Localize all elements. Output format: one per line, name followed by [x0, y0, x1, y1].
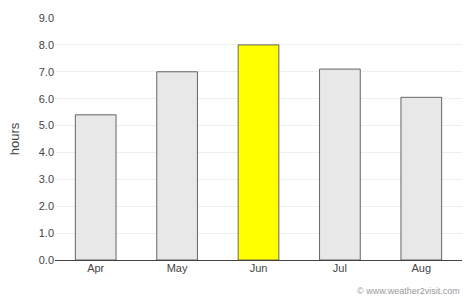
svg-text:May: May: [167, 262, 188, 274]
svg-text:1.0: 1.0: [39, 227, 54, 239]
svg-text:Apr: Apr: [87, 262, 104, 274]
svg-text:© www.weather2visit.com: © www.weather2visit.com: [357, 286, 460, 296]
svg-text:9.0: 9.0: [39, 12, 54, 24]
svg-text:Aug: Aug: [412, 262, 432, 274]
svg-text:8.0: 8.0: [39, 39, 54, 51]
svg-text:hours: hours: [7, 122, 22, 155]
svg-text:7.0: 7.0: [39, 66, 54, 78]
svg-text:4.0: 4.0: [39, 146, 54, 158]
svg-text:6.0: 6.0: [39, 93, 54, 105]
svg-text:0.0: 0.0: [39, 254, 54, 266]
svg-text:Jul: Jul: [333, 262, 347, 274]
svg-text:5.0: 5.0: [39, 119, 54, 131]
svg-text:Jun: Jun: [250, 262, 268, 274]
svg-text:2.0: 2.0: [39, 200, 54, 212]
svg-text:3.0: 3.0: [39, 173, 54, 185]
